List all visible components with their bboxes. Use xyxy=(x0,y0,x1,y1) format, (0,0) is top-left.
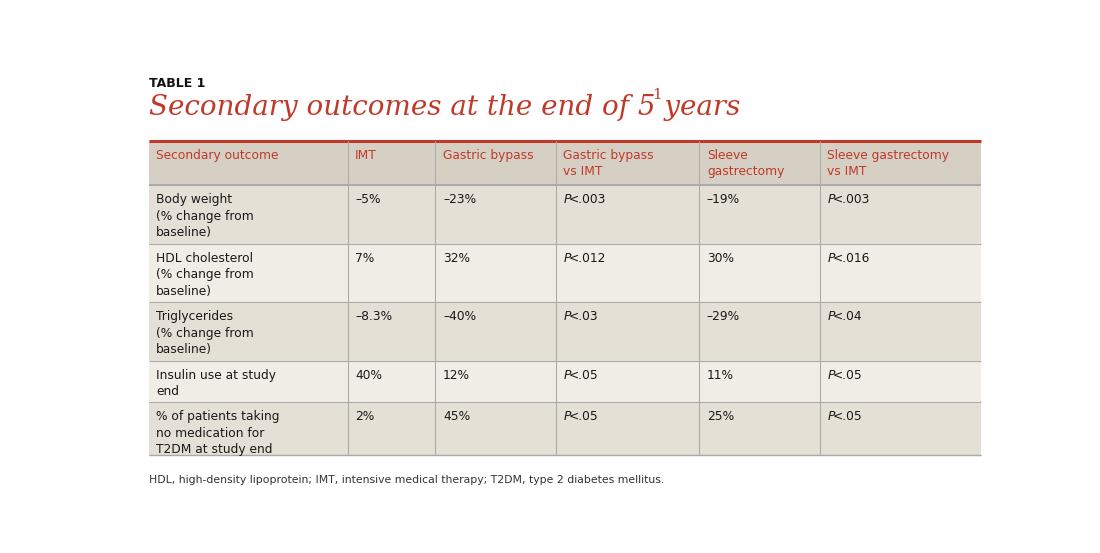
Text: 40%: 40% xyxy=(355,368,382,382)
Text: P: P xyxy=(563,252,571,264)
Text: <.05: <.05 xyxy=(569,410,598,423)
Text: <.05: <.05 xyxy=(833,410,862,423)
Text: P: P xyxy=(563,310,571,323)
Text: Secondary outcomes at the end of 5 years1: Secondary outcomes at the end of 5 years… xyxy=(148,94,758,121)
Text: Body weight
(% change from
baseline): Body weight (% change from baseline) xyxy=(156,193,254,239)
Text: P: P xyxy=(563,193,571,206)
Text: –19%: –19% xyxy=(707,193,740,206)
Text: HDL, high-density lipoprotein; IMT, intensive medical therapy; T2DM, type 2 diab: HDL, high-density lipoprotein; IMT, inte… xyxy=(148,475,663,485)
Text: 11%: 11% xyxy=(707,368,734,382)
Text: –5%: –5% xyxy=(355,193,381,206)
Text: Secondary outcomes at the end of 5 years: Secondary outcomes at the end of 5 years xyxy=(148,94,740,121)
Text: 1: 1 xyxy=(652,88,662,102)
Text: P: P xyxy=(827,193,835,206)
Text: P: P xyxy=(827,252,835,264)
Text: <.03: <.03 xyxy=(569,310,598,323)
Text: Gastric bypass: Gastric bypass xyxy=(443,149,534,161)
Text: <.003: <.003 xyxy=(569,193,606,206)
Text: –8.3%: –8.3% xyxy=(355,310,393,323)
Text: 2%: 2% xyxy=(355,410,374,423)
Text: –40%: –40% xyxy=(443,310,476,323)
Text: 12%: 12% xyxy=(443,368,470,382)
Text: P: P xyxy=(827,410,835,423)
Text: TABLE 1: TABLE 1 xyxy=(148,77,205,90)
Text: P: P xyxy=(563,410,571,423)
Text: Gastric bypass
vs IMT: Gastric bypass vs IMT xyxy=(563,149,654,178)
Text: Sleeve gastrectomy
vs IMT: Sleeve gastrectomy vs IMT xyxy=(827,149,949,178)
Text: P: P xyxy=(827,368,835,382)
Text: 30%: 30% xyxy=(707,252,734,264)
Text: 45%: 45% xyxy=(443,410,471,423)
Text: <.05: <.05 xyxy=(569,368,598,382)
Text: <.003: <.003 xyxy=(833,193,870,206)
Text: 25%: 25% xyxy=(707,410,734,423)
Text: Insulin use at study
end: Insulin use at study end xyxy=(156,368,276,398)
Text: % of patients taking
no medication for
T2DM at study end: % of patients taking no medication for T… xyxy=(156,410,279,456)
Text: 32%: 32% xyxy=(443,252,470,264)
Text: Sleeve
gastrectomy: Sleeve gastrectomy xyxy=(707,149,784,178)
Text: <.012: <.012 xyxy=(569,252,606,264)
Bar xyxy=(148,361,981,403)
Text: P: P xyxy=(563,368,571,382)
Text: <.016: <.016 xyxy=(833,252,870,264)
Text: 7%: 7% xyxy=(355,252,374,264)
Text: <.05: <.05 xyxy=(833,368,862,382)
Text: Triglycerides
(% change from
baseline): Triglycerides (% change from baseline) xyxy=(156,310,254,356)
Text: IMT: IMT xyxy=(355,149,377,161)
Text: –23%: –23% xyxy=(443,193,476,206)
Text: HDL cholesterol
(% change from
baseline): HDL cholesterol (% change from baseline) xyxy=(156,252,254,298)
Text: –29%: –29% xyxy=(707,310,740,323)
Text: Secondary outcome: Secondary outcome xyxy=(156,149,278,161)
Text: P: P xyxy=(827,310,835,323)
Text: <.04: <.04 xyxy=(833,310,862,323)
